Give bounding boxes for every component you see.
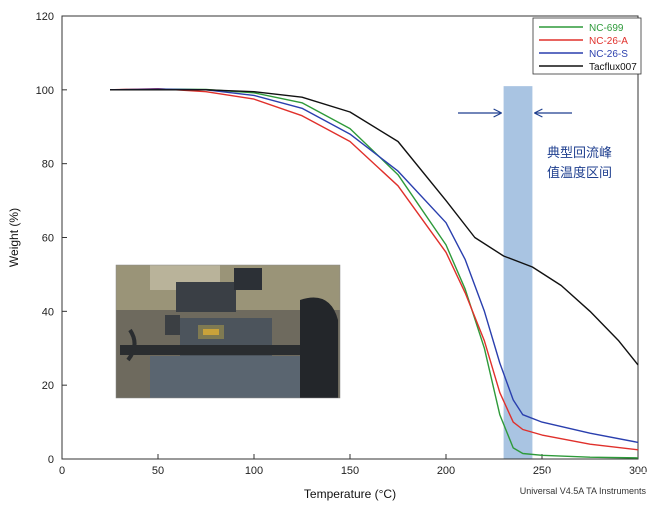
reflow-temperature-band [503, 86, 533, 460]
x-tick-label: 50 [152, 465, 164, 477]
y-axis-title: Weight (%) [7, 208, 21, 267]
legend-label: NC-26-S [589, 49, 628, 60]
legend-label: NC-26-A [589, 36, 628, 47]
y-tick-label: 80 [42, 159, 54, 171]
band-arrows [458, 108, 572, 118]
series-line-nc-26-a [109, 87, 639, 451]
series-line-tacflux007 [110, 89, 639, 366]
series-line-nc-26-s [109, 88, 639, 444]
x-tick-label: 150 [341, 465, 359, 477]
x-tick-label: 250 [533, 465, 551, 477]
legend-label: NC-699 [589, 23, 624, 34]
y-tick-label: 40 [42, 306, 54, 318]
x-axis-title: Temperature (°C) [304, 487, 396, 501]
annotation-line-2: 值温度区间 [547, 165, 612, 181]
y-tick-label: 0 [48, 454, 54, 466]
x-tick-label: 100 [245, 465, 263, 477]
y-tick-label: 120 [36, 11, 54, 23]
axis-ticks: 0 50 100 150 200 250 300 0 20 40 60 80 100 120 [36, 11, 648, 477]
legend: NC-699 NC-26-A NC-26-S Tacflux007 [532, 17, 642, 75]
watermark: 知乎 @钢泰公司 [546, 470, 648, 487]
y-tick-label: 100 [36, 85, 54, 97]
x-tick-label: 0 [59, 465, 65, 477]
annotation-line-1: 典型回流峰 [547, 146, 612, 161]
data-series [109, 87, 639, 459]
legend-label: Tacflux007 [589, 62, 637, 73]
instrument-photo [115, 264, 341, 399]
instrument-footer: Universal V4.5A TA Instruments [520, 486, 647, 496]
left-arrowhead-icon [534, 108, 543, 118]
x-tick-label: 300 [629, 465, 647, 477]
y-tick-label: 60 [42, 233, 54, 245]
right-arrowhead-icon [493, 108, 502, 118]
y-tick-label: 20 [42, 380, 54, 392]
x-tick-label: 200 [437, 465, 455, 477]
